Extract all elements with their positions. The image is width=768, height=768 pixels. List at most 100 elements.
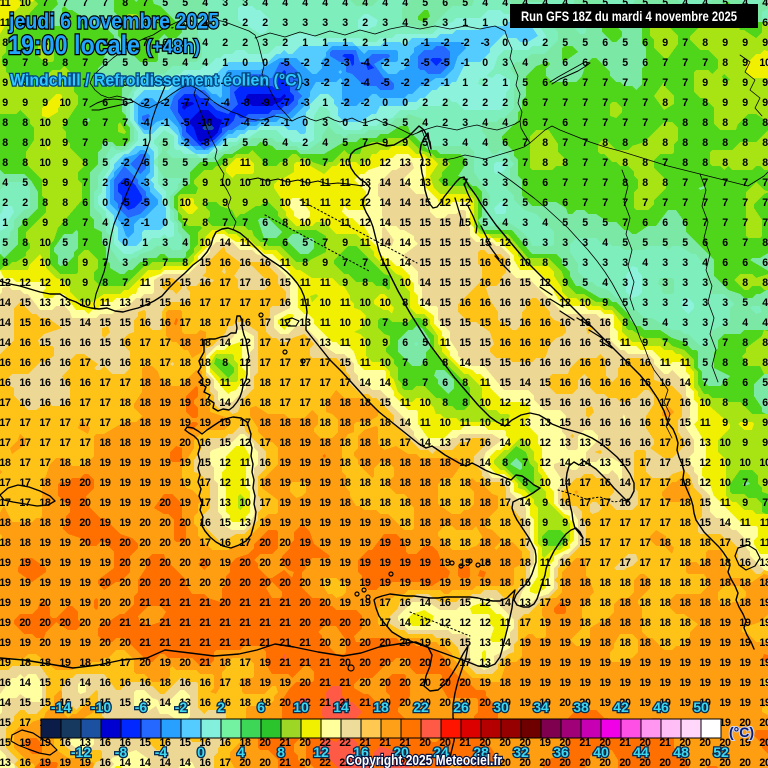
svg-text:12: 12 <box>239 337 251 349</box>
svg-text:11: 11 <box>540 577 551 589</box>
svg-text:20: 20 <box>319 617 331 629</box>
svg-text:11: 11 <box>540 557 551 569</box>
svg-text:20: 20 <box>319 637 331 649</box>
svg-text:5: 5 <box>622 57 628 69</box>
svg-text:34: 34 <box>533 699 549 715</box>
svg-text:13: 13 <box>299 317 311 329</box>
svg-text:17: 17 <box>299 337 311 349</box>
svg-text:3: 3 <box>522 217 528 229</box>
svg-text:8: 8 <box>182 257 188 269</box>
svg-text:20: 20 <box>759 757 768 768</box>
svg-text:16: 16 <box>499 297 511 309</box>
svg-text:16: 16 <box>559 397 571 409</box>
svg-text:18: 18 <box>379 497 391 509</box>
svg-text:8: 8 <box>402 297 408 309</box>
svg-text:10: 10 <box>719 477 731 489</box>
svg-text:18: 18 <box>479 517 491 529</box>
svg-text:20: 20 <box>299 597 311 609</box>
svg-text:4: 4 <box>322 0 328 9</box>
svg-text:1: 1 <box>342 37 348 49</box>
svg-text:-4: -4 <box>241 117 250 129</box>
svg-text:19: 19 <box>279 677 291 689</box>
svg-text:11: 11 <box>320 197 331 209</box>
svg-text:15: 15 <box>179 737 191 749</box>
svg-text:0: 0 <box>302 117 308 129</box>
svg-text:19: 19 <box>39 757 51 768</box>
svg-text:18: 18 <box>79 657 91 669</box>
svg-text:7: 7 <box>642 97 648 109</box>
svg-text:10: 10 <box>479 397 491 409</box>
svg-text:10: 10 <box>519 257 531 269</box>
svg-text:11: 11 <box>440 337 451 349</box>
svg-text:11: 11 <box>340 177 351 189</box>
svg-text:4: 4 <box>202 0 208 9</box>
svg-text:19: 19 <box>99 477 111 489</box>
svg-text:5: 5 <box>182 157 188 169</box>
svg-text:15: 15 <box>479 337 491 349</box>
svg-text:15: 15 <box>39 337 51 349</box>
svg-text:7: 7 <box>82 177 88 189</box>
svg-text:15: 15 <box>419 257 431 269</box>
svg-text:14: 14 <box>79 317 91 329</box>
svg-text:16: 16 <box>279 297 291 309</box>
svg-text:-4: -4 <box>361 57 370 69</box>
svg-text:19: 19 <box>699 697 711 709</box>
svg-text:21: 21 <box>199 637 211 649</box>
svg-text:17: 17 <box>59 417 71 429</box>
svg-text:12: 12 <box>499 237 511 249</box>
svg-text:8: 8 <box>722 157 728 169</box>
svg-text:-5: -5 <box>381 77 390 89</box>
svg-text:19: 19 <box>59 477 71 489</box>
svg-text:21: 21 <box>259 597 271 609</box>
svg-text:18: 18 <box>679 617 691 629</box>
svg-text:8: 8 <box>382 277 388 289</box>
svg-text:13: 13 <box>139 697 151 709</box>
svg-text:7: 7 <box>642 197 648 209</box>
svg-text:8: 8 <box>402 377 408 389</box>
svg-text:16: 16 <box>599 317 611 329</box>
svg-text:7: 7 <box>562 97 568 109</box>
svg-text:15: 15 <box>139 737 151 749</box>
svg-text:1: 1 <box>302 37 308 49</box>
svg-text:0: 0 <box>522 37 528 49</box>
svg-text:20: 20 <box>479 757 491 768</box>
svg-text:19: 19 <box>679 677 691 689</box>
svg-text:20: 20 <box>339 617 351 629</box>
svg-text:19: 19 <box>19 737 31 749</box>
svg-text:18: 18 <box>359 457 371 469</box>
svg-text:-2: -2 <box>381 57 390 69</box>
svg-text:19: 19 <box>19 637 31 649</box>
svg-text:21: 21 <box>279 597 291 609</box>
svg-text:19: 19 <box>279 497 291 509</box>
svg-text:16: 16 <box>19 757 31 768</box>
svg-text:3: 3 <box>482 177 488 189</box>
svg-text:8: 8 <box>42 197 48 209</box>
svg-text:19: 19 <box>759 617 768 629</box>
svg-text:14: 14 <box>219 237 231 249</box>
svg-text:9: 9 <box>242 197 248 209</box>
svg-text:12: 12 <box>359 217 371 229</box>
svg-text:7: 7 <box>542 117 548 129</box>
svg-text:19: 19 <box>659 697 671 709</box>
svg-text:3: 3 <box>542 237 548 249</box>
svg-text:16: 16 <box>59 677 71 689</box>
svg-text:9: 9 <box>722 77 728 89</box>
svg-text:14: 14 <box>559 457 571 469</box>
svg-text:13: 13 <box>519 597 531 609</box>
svg-text:19: 19 <box>479 577 491 589</box>
svg-text:16: 16 <box>99 677 111 689</box>
svg-text:6: 6 <box>602 37 608 49</box>
svg-text:4: 4 <box>422 117 428 129</box>
svg-text:5: 5 <box>642 237 648 249</box>
svg-text:21: 21 <box>239 597 251 609</box>
svg-text:20: 20 <box>299 617 311 629</box>
svg-text:17: 17 <box>259 337 271 349</box>
svg-text:7: 7 <box>742 217 748 229</box>
svg-text:6: 6 <box>102 97 108 109</box>
svg-text:9: 9 <box>342 237 348 249</box>
svg-text:7: 7 <box>582 157 588 169</box>
svg-text:3: 3 <box>442 137 448 149</box>
svg-text:18: 18 <box>219 657 231 669</box>
svg-text:8: 8 <box>682 157 688 169</box>
svg-text:-1: -1 <box>461 57 470 69</box>
